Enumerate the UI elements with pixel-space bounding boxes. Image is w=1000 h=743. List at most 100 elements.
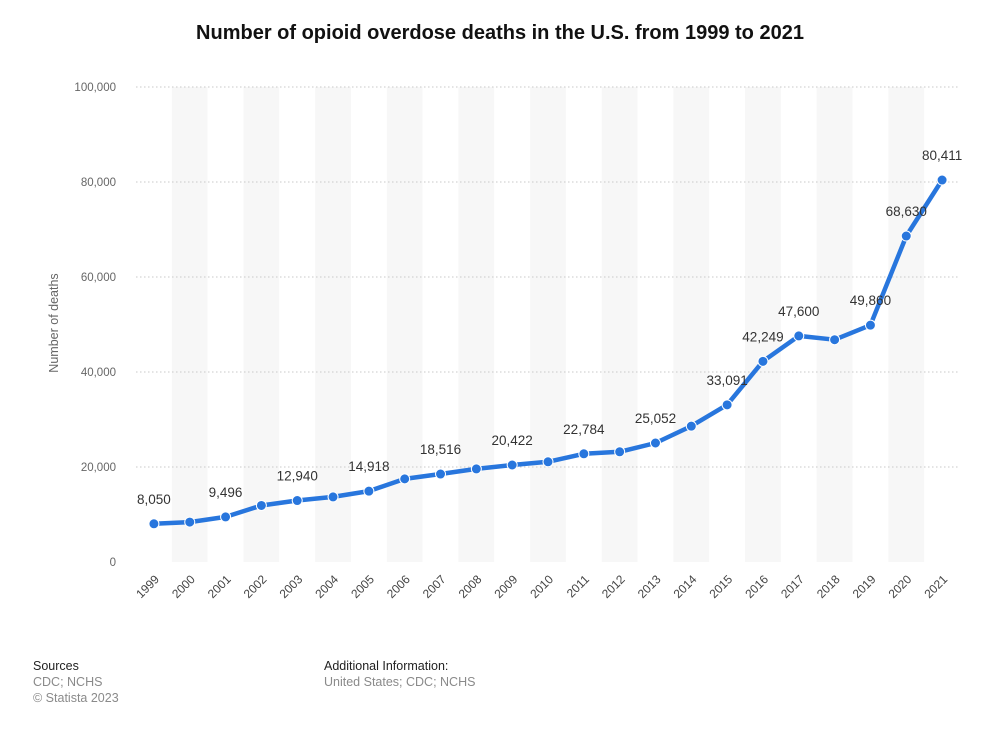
data-point [793, 330, 805, 342]
y-tick-label: 80,000 [81, 177, 116, 189]
data-point [435, 468, 447, 480]
x-tick-label: 2015 [706, 572, 735, 601]
data-label: 22,784 [563, 422, 605, 437]
x-tick-label: 2017 [778, 572, 807, 601]
x-tick-label: 2012 [599, 572, 628, 601]
column-band [780, 87, 817, 562]
additional-info-heading: Additional Information: [324, 659, 449, 673]
data-point [255, 499, 267, 511]
x-tick-label: 2018 [814, 572, 843, 601]
data-point [864, 319, 876, 331]
column-band [637, 87, 674, 562]
additional-info-block: Additional Information: United States; C… [324, 658, 475, 690]
data-label: 20,422 [492, 433, 533, 448]
column-band [745, 87, 781, 562]
sources-line-1: CDC; NCHS [33, 675, 103, 689]
data-label: 14,918 [348, 459, 389, 474]
data-point [757, 355, 769, 367]
data-point [721, 399, 733, 411]
data-point [685, 420, 697, 432]
x-tick-label: 2000 [169, 572, 198, 601]
x-tick-label: 2009 [492, 572, 521, 601]
x-tick-label: 2020 [886, 572, 915, 601]
column-bands [136, 87, 960, 562]
data-label: 8,050 [137, 492, 171, 507]
data-point [649, 437, 661, 449]
data-label: 68,630 [886, 204, 927, 219]
data-label: 49,860 [850, 293, 891, 308]
gridlines [136, 86, 960, 468]
x-tick-label: 2016 [742, 572, 771, 601]
x-tick-label: 2021 [921, 572, 950, 601]
sources-heading: Sources [33, 659, 79, 673]
x-tick-label: 2019 [850, 572, 879, 601]
y-tick-label: 0 [110, 557, 116, 569]
column-band [315, 87, 351, 562]
data-label: 18,516 [420, 442, 461, 457]
x-tick-label: 2003 [277, 572, 306, 601]
column-band [243, 87, 280, 562]
x-tick-label: 2005 [348, 572, 377, 601]
data-point [470, 463, 482, 475]
x-tick-label: 2010 [527, 572, 556, 601]
x-tick-labels: 1999 2000 2001 2002 2003 2004 2005 2006 2007 2008… [133, 572, 950, 601]
data-label: 25,052 [635, 411, 676, 426]
data-point [542, 456, 554, 468]
sources-line-2: © Statista 2023 [33, 691, 119, 705]
additional-info-line: United States; CDC; NCHS [324, 675, 476, 689]
column-band [350, 87, 387, 562]
x-tick-label: 2008 [456, 572, 485, 601]
column-band [888, 87, 925, 562]
x-tick-label: 2002 [241, 572, 270, 601]
column-band [816, 87, 853, 562]
column-band [709, 87, 746, 562]
data-point [291, 495, 303, 507]
data-point [614, 446, 626, 458]
column-band [386, 87, 423, 562]
data-label: 42,249 [742, 329, 783, 344]
data-point [399, 473, 411, 485]
x-tick-label: 2006 [384, 572, 413, 601]
x-tick-label: 2011 [564, 572, 592, 600]
x-tick-label: 2001 [205, 572, 234, 601]
data-label: 47,600 [778, 304, 819, 319]
y-axis-label: Number of deaths [47, 273, 61, 372]
y-tick-label: 60,000 [81, 272, 116, 284]
data-point [327, 491, 339, 503]
data-label: 12,940 [277, 469, 318, 484]
data-point [578, 448, 590, 460]
chart-title: Number of opioid overdose deaths in the … [196, 22, 804, 44]
y-tick-label: 20,000 [81, 462, 116, 474]
data-point [148, 518, 160, 530]
data-point [220, 511, 232, 523]
x-tick-label: 2007 [420, 572, 449, 601]
data-point [363, 485, 375, 497]
x-tick-label: 2013 [635, 572, 664, 601]
data-label: 33,091 [706, 373, 747, 388]
y-tick-labels: 0 20,000 40,000 60,000 80,000 100,000 [74, 82, 116, 569]
x-tick-label: 2014 [671, 572, 700, 601]
data-point [506, 459, 518, 471]
data-label: 9,496 [209, 485, 243, 500]
data-labels: 8,050 9,496 12,940 14,918 18,516 20,422 22,784… [137, 148, 962, 507]
column-band [601, 87, 638, 562]
column-band [565, 87, 602, 562]
column-band [924, 87, 960, 562]
data-point [829, 334, 841, 346]
sources-block: Sources CDC; NCHS © Statista 2023 [33, 658, 119, 706]
column-band [136, 87, 172, 562]
data-point [936, 174, 948, 186]
column-band [422, 87, 459, 562]
column-band [207, 87, 244, 562]
y-tick-label: 40,000 [81, 367, 116, 379]
column-band [171, 87, 208, 562]
data-points [148, 174, 948, 530]
x-tick-label: 1999 [133, 572, 162, 601]
data-point [184, 516, 196, 528]
x-tick-label: 2004 [312, 572, 341, 601]
data-point [900, 230, 912, 242]
column-band [673, 87, 710, 562]
column-band [530, 87, 566, 562]
column-band [494, 87, 531, 562]
column-band [458, 87, 495, 562]
